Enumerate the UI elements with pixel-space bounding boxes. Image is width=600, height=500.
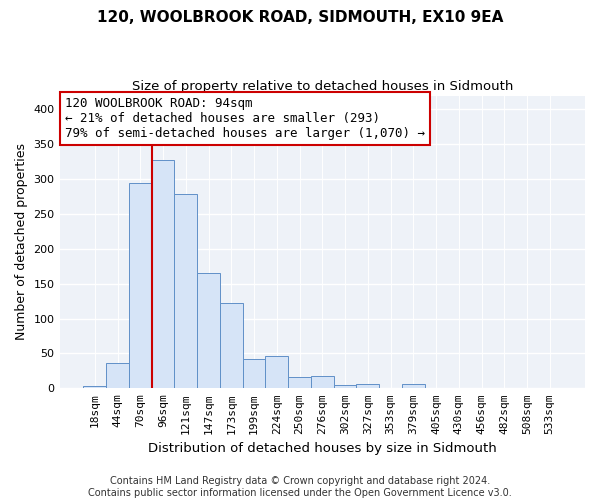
Bar [265,356,288,388]
Bar [288,377,311,388]
Bar [334,385,356,388]
Bar [242,359,265,388]
Bar [175,194,197,388]
Bar [197,272,220,388]
Text: Contains HM Land Registry data © Crown copyright and database right 2024.
Contai: Contains HM Land Registry data © Crown c… [88,476,512,498]
Bar [129,182,152,388]
Title: Size of property relative to detached houses in Sidmouth: Size of property relative to detached ho… [131,80,513,93]
Bar [152,160,175,388]
Bar [106,362,129,388]
Text: 120, WOOLBROOK ROAD, SIDMOUTH, EX10 9EA: 120, WOOLBROOK ROAD, SIDMOUTH, EX10 9EA [97,10,503,25]
Y-axis label: Number of detached properties: Number of detached properties [15,144,28,340]
Bar [356,384,379,388]
Bar [311,376,334,388]
Bar [83,386,106,388]
Bar [402,384,425,388]
Text: 120 WOOLBROOK ROAD: 94sqm
← 21% of detached houses are smaller (293)
79% of semi: 120 WOOLBROOK ROAD: 94sqm ← 21% of detac… [65,97,425,140]
X-axis label: Distribution of detached houses by size in Sidmouth: Distribution of detached houses by size … [148,442,497,455]
Bar [220,302,242,388]
